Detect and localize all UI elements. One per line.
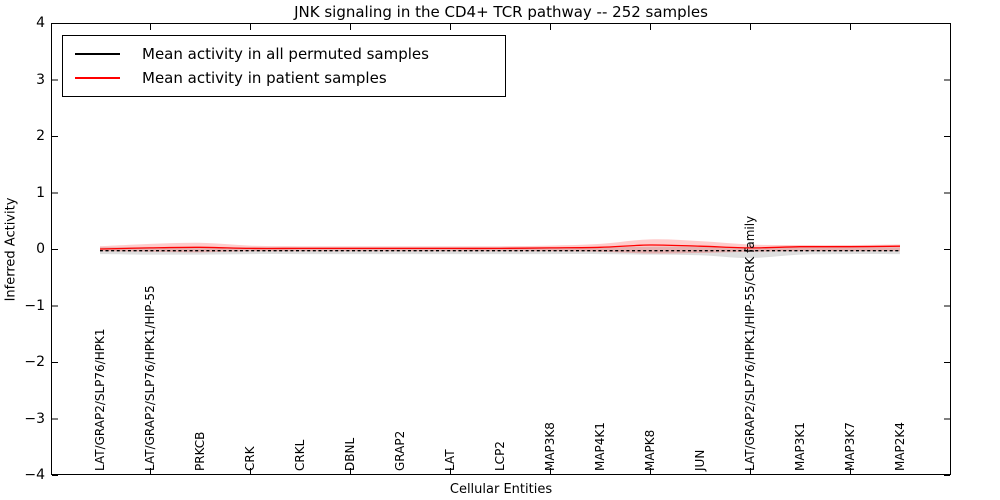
x-tick-label: GRAP2 [393, 430, 407, 471]
x-tick-label: LAT [443, 449, 457, 471]
chart-title: JNK signaling in the CD4+ TCR pathway --… [294, 3, 708, 21]
x-tick-label: MAP2K4 [893, 422, 907, 471]
x-tick-label: LAT/GRAP2/SLP76/HPK1/HIP-55 [143, 285, 157, 471]
red-line-swatch [75, 77, 120, 79]
legend: Mean activity in all permuted samples Me… [62, 35, 506, 97]
legend-item-permuted: Mean activity in all permuted samples [75, 42, 495, 66]
y-tick-label: 1 [36, 184, 45, 201]
band-permuted-samples-spread [100, 246, 900, 259]
x-tick-label: LAT/GRAP2/SLP76/HPK1 [93, 328, 107, 472]
axes-frame [51, 23, 951, 475]
legend-label-permuted: Mean activity in all permuted samples [142, 45, 429, 63]
x-tick-label: JUN [693, 449, 707, 471]
x-tick-label: MAP3K7 [843, 422, 857, 471]
x-tick-label: DBNL [343, 437, 357, 471]
x-tick-label: MAP4K1 [593, 422, 607, 471]
x-tick-label: LAT/GRAP2/SLP76/HPK1/HIP-55/CRK family [743, 215, 757, 471]
x-tick-label: MAPK8 [643, 429, 657, 471]
band-patient-samples-spread [100, 239, 900, 254]
black-line-swatch [75, 53, 120, 55]
y-tick-label: 0 [36, 241, 45, 257]
y-tick-label: −3 [24, 410, 45, 427]
x-tick-label: MAP3K8 [543, 422, 557, 471]
x-tick-label: MAP3K1 [793, 422, 807, 471]
legend-label-patient: Mean activity in patient samples [142, 69, 387, 87]
y-tick-label: −1 [24, 297, 45, 314]
x-tick-label: PRKCB [193, 431, 207, 471]
y-tick-label: 4 [36, 15, 45, 31]
y-tick-label: −2 [24, 354, 45, 370]
series-line-patient [99, 244, 901, 250]
y-tick-label: 3 [36, 71, 45, 88]
x-tick-label: CRKL [293, 439, 307, 471]
x-axis-label: Cellular Entities [449, 482, 553, 497]
x-tick-label: CRK [243, 446, 257, 471]
legend-item-patient: Mean activity in patient samples [75, 66, 495, 90]
x-tick-label: LCP2 [493, 441, 507, 471]
y-tick-label: 2 [36, 128, 45, 144]
y-tick-label: −4 [24, 467, 45, 483]
